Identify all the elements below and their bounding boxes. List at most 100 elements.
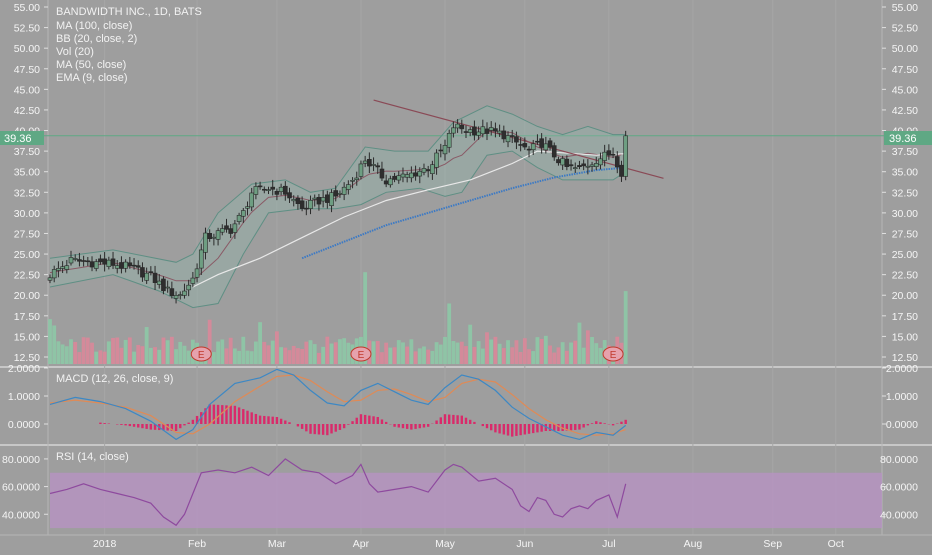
volume-bar (375, 340, 380, 364)
volume-bar (560, 342, 565, 364)
candle (144, 267, 149, 284)
candle (190, 271, 196, 287)
volume-bar (443, 336, 447, 364)
volume-bar (392, 347, 397, 364)
earnings-marker[interactable]: E (602, 346, 624, 362)
candle (240, 207, 246, 223)
volume-bar (464, 346, 468, 364)
candle (430, 160, 435, 180)
price-tick-left: 22.50 (14, 270, 40, 282)
volume-bar (501, 348, 506, 364)
legend-vol: Vol (20) (56, 46, 94, 58)
volume-bar (573, 340, 578, 364)
last-price-right: 39.36 (889, 133, 917, 145)
legend-ema9: EMA (9, close) (56, 72, 128, 84)
price-tick-right: 45.00 (892, 84, 918, 96)
price-tick-left: 17.50 (14, 311, 40, 323)
volume-bar (136, 344, 141, 364)
candle (165, 280, 170, 293)
volume-bar (396, 340, 401, 364)
volume-bar (493, 336, 498, 364)
volume-bar (94, 351, 99, 364)
volume-bar (165, 340, 170, 364)
volume-bar (182, 345, 187, 364)
volume-bar (363, 272, 368, 364)
volume-bar (296, 348, 300, 364)
candle (602, 144, 607, 167)
volume-bar (388, 347, 393, 364)
candle (232, 219, 238, 239)
candle (451, 121, 456, 138)
time-tick-label: Oct (828, 538, 844, 550)
volume-bar (232, 348, 237, 364)
earnings-marker[interactable]: E (350, 346, 372, 362)
volume-bar (283, 347, 288, 364)
candle (161, 276, 166, 295)
volume-bar (325, 336, 330, 364)
price-tick-right: 25.00 (892, 249, 918, 261)
volume-bar (216, 341, 220, 364)
volume-bar (329, 343, 334, 364)
candle (270, 179, 276, 196)
volume-bar (211, 352, 216, 364)
time-axis: 2018 Feb Mar Apr May Jun Jul Aug Sep Oct (0, 534, 932, 550)
candle (194, 263, 200, 283)
volume-bars (48, 272, 628, 364)
volume-bar (287, 350, 292, 364)
volume-bar (577, 322, 582, 364)
volume-bar (485, 332, 489, 364)
candle (572, 162, 578, 173)
volume-bar (169, 336, 174, 364)
macd-tick-right: 2.0000 (886, 363, 918, 375)
volume-bar (291, 345, 296, 364)
volume-bar (409, 339, 414, 364)
volume-bar (317, 352, 321, 364)
volume-bar (249, 351, 254, 364)
earnings-label: E (198, 350, 205, 361)
volume-bar (539, 338, 544, 364)
price-tick-left: 30.00 (14, 208, 40, 220)
candle (249, 187, 254, 211)
price-tick-right: 17.50 (892, 311, 918, 323)
volume-bar (81, 337, 86, 364)
candle (341, 182, 347, 201)
earnings-label: E (358, 350, 365, 361)
earnings-marker[interactable]: E (190, 346, 212, 362)
volume-bar (518, 351, 523, 364)
candle (442, 139, 448, 161)
price-tick-left: 32.50 (14, 187, 40, 199)
candle (257, 181, 263, 190)
volume-bar (527, 349, 531, 364)
time-tick-label: Apr (353, 538, 370, 550)
candle (501, 125, 507, 143)
volume-bar (338, 339, 342, 364)
candle (110, 251, 116, 270)
candle (329, 189, 334, 213)
last-price-label-left: 39.36 (0, 131, 44, 145)
volume-bar (270, 340, 275, 364)
candle (140, 262, 145, 282)
volume-bar (275, 331, 279, 364)
rsi-tick-left: 80.0000 (2, 454, 40, 466)
volume-bar (472, 346, 477, 364)
candle (358, 160, 364, 180)
volume-bar (312, 344, 317, 364)
macd-tick-right: 1.0000 (886, 391, 918, 403)
price-tick-left: 45.00 (14, 84, 40, 96)
price-tick-left: 55.00 (14, 2, 40, 14)
candle (371, 157, 376, 172)
candle (623, 130, 628, 181)
price-tick-right: 35.00 (892, 167, 918, 179)
rsi-tick-right: 60.0000 (880, 482, 918, 494)
volume-bar (585, 330, 590, 364)
candlesticks (47, 119, 628, 304)
volume-bar (552, 352, 557, 364)
price-tick-right: 37.50 (892, 146, 918, 158)
candle (182, 283, 187, 299)
candle (299, 196, 305, 212)
candle (446, 129, 452, 153)
candle (127, 256, 133, 269)
